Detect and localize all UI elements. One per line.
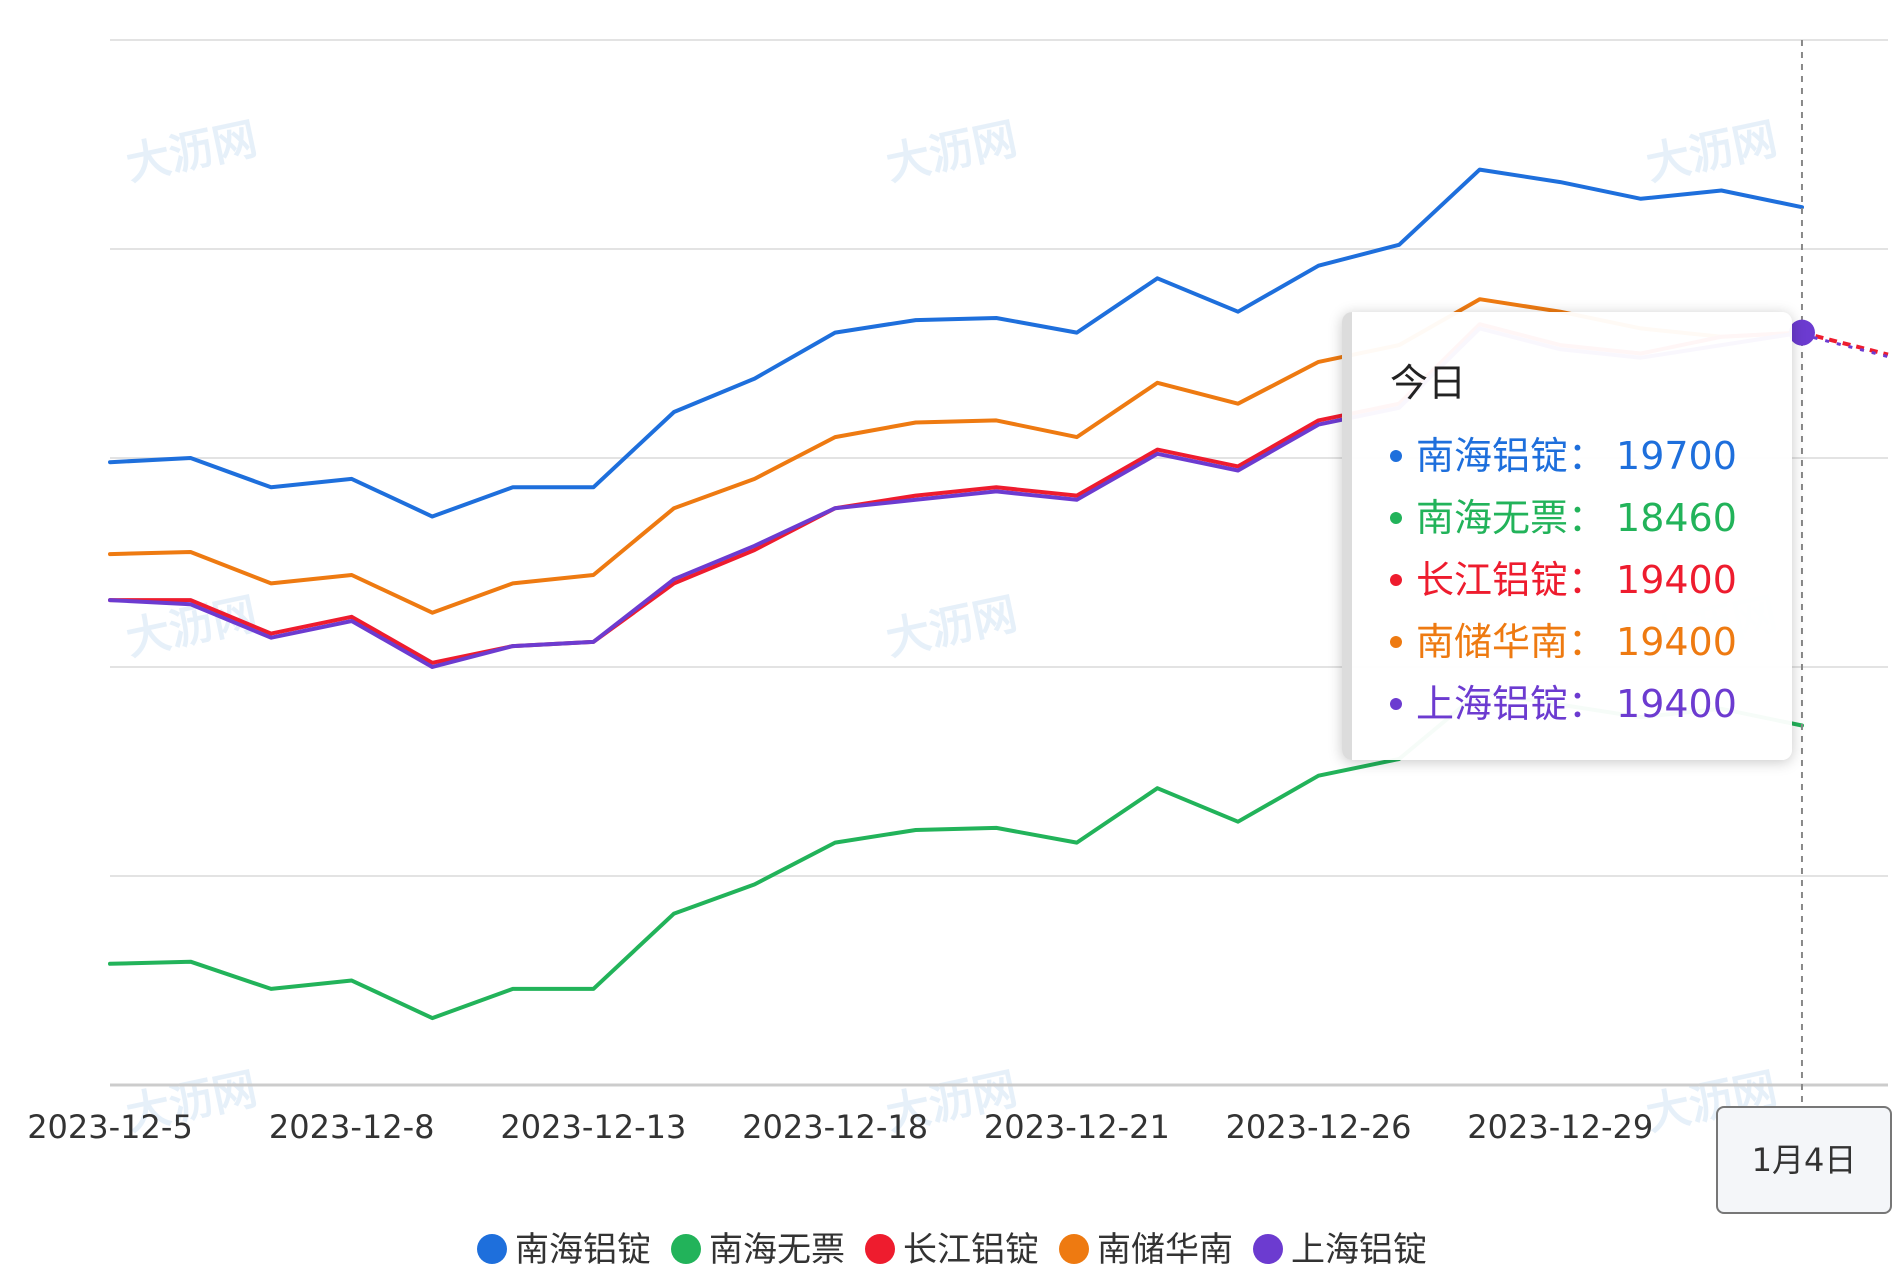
legend-item[interactable]: 长江铝锭 bbox=[865, 1222, 1039, 1271]
forecast-dash bbox=[1801, 333, 1889, 359]
tooltip-row: 上海铝锭： 19400 bbox=[1390, 673, 1792, 735]
x-tick-label: 2023-12-8 bbox=[269, 1108, 435, 1146]
x-axis-ticks: 2023-12-5 2023-12-8 2023-12-13 2023-12-18 20… bbox=[27, 1108, 1653, 1146]
legend-dot-icon bbox=[1059, 1233, 1089, 1264]
legend-label: 南储华南 bbox=[1097, 1230, 1233, 1270]
tooltip-label: 长江铝锭： bbox=[1416, 558, 1607, 602]
tooltip-dot-icon bbox=[1390, 573, 1402, 586]
watermark: 大沥网 bbox=[122, 113, 262, 190]
x-tick-label: 2023-12-13 bbox=[500, 1108, 686, 1146]
x-tick-label: 2023-12-21 bbox=[984, 1108, 1170, 1146]
series-lines bbox=[108, 167, 1889, 1021]
watermark: 大沥网 bbox=[882, 588, 1022, 665]
tooltip-title: 今日 bbox=[1390, 361, 1467, 405]
tooltip-value: 18460 bbox=[1616, 496, 1737, 540]
highlight-point bbox=[1788, 319, 1815, 346]
forecast-dash bbox=[1801, 330, 1889, 357]
tooltip-label: 南海铝锭： bbox=[1416, 434, 1607, 478]
tooltip-value: 19400 bbox=[1616, 682, 1737, 726]
tooltip-row: 南海铝锭： 19700 bbox=[1390, 425, 1792, 487]
series-line-4 bbox=[108, 297, 1804, 615]
x-tick-label: 2023-12-29 bbox=[1467, 1108, 1653, 1146]
x-tick-label: 2023-12-5 bbox=[27, 1108, 193, 1146]
watermark: 大沥网 bbox=[882, 113, 1022, 190]
grid-lines bbox=[110, 39, 1888, 1087]
tooltip-dot-icon bbox=[1390, 635, 1402, 648]
series-line-1 bbox=[108, 167, 1804, 519]
tooltip-label: 上海铝锭： bbox=[1416, 682, 1607, 726]
axis-pointer bbox=[1788, 40, 1815, 1105]
tooltip-dot-icon bbox=[1390, 511, 1402, 524]
tooltip-value: 19400 bbox=[1616, 620, 1737, 664]
tooltip-row: 南储华南： 19400 bbox=[1390, 611, 1792, 673]
tooltip-value: 19400 bbox=[1616, 558, 1737, 602]
tooltip-row: 长江铝锭： 19400 bbox=[1390, 549, 1792, 611]
tooltip-dot-icon bbox=[1390, 449, 1402, 462]
legend-item[interactable]: 上海铝锭 bbox=[1253, 1222, 1427, 1271]
watermark: 大沥网 bbox=[1642, 113, 1782, 190]
tooltip-row: 南海无票： 18460 bbox=[1390, 487, 1792, 549]
legend-dot-icon bbox=[865, 1233, 895, 1264]
legend: 南海铝锭 南海无票 长江铝锭 南储华南 上海铝锭 bbox=[0, 1222, 1904, 1271]
legend-label: 上海铝锭 bbox=[1291, 1230, 1427, 1270]
axis-pointer-label: 1月4日 bbox=[1716, 1106, 1892, 1214]
legend-item[interactable]: 南储华南 bbox=[1059, 1222, 1233, 1271]
tooltip-label: 南海无票： bbox=[1416, 496, 1607, 540]
legend-item[interactable]: 南海无票 bbox=[671, 1222, 845, 1271]
legend-dot-icon bbox=[1253, 1233, 1283, 1264]
legend-label: 长江铝锭 bbox=[903, 1230, 1039, 1270]
tooltip-rows: 南海铝锭： 19700 南海无票： 18460 长江铝锭： 19400 南储华南： 19400… bbox=[1390, 425, 1792, 735]
x-tick-label: 2023-12-18 bbox=[742, 1108, 928, 1146]
tooltip-dot-icon bbox=[1390, 697, 1402, 710]
legend-label: 南海无票 bbox=[709, 1230, 845, 1270]
tooltip-label: 南储华南： bbox=[1416, 620, 1607, 664]
legend-label: 南海铝锭 bbox=[515, 1230, 651, 1270]
legend-item[interactable]: 南海铝锭 bbox=[477, 1222, 651, 1271]
x-tick-label: 2023-12-26 bbox=[1226, 1108, 1412, 1146]
legend-dot-icon bbox=[477, 1233, 507, 1264]
tooltip-value: 19700 bbox=[1616, 434, 1737, 478]
legend-dot-icon bbox=[671, 1233, 701, 1264]
tooltip: 今日 南海铝锭： 19700 南海无票： 18460 长江铝锭： 19400 南储华南： 19… bbox=[1342, 312, 1792, 760]
